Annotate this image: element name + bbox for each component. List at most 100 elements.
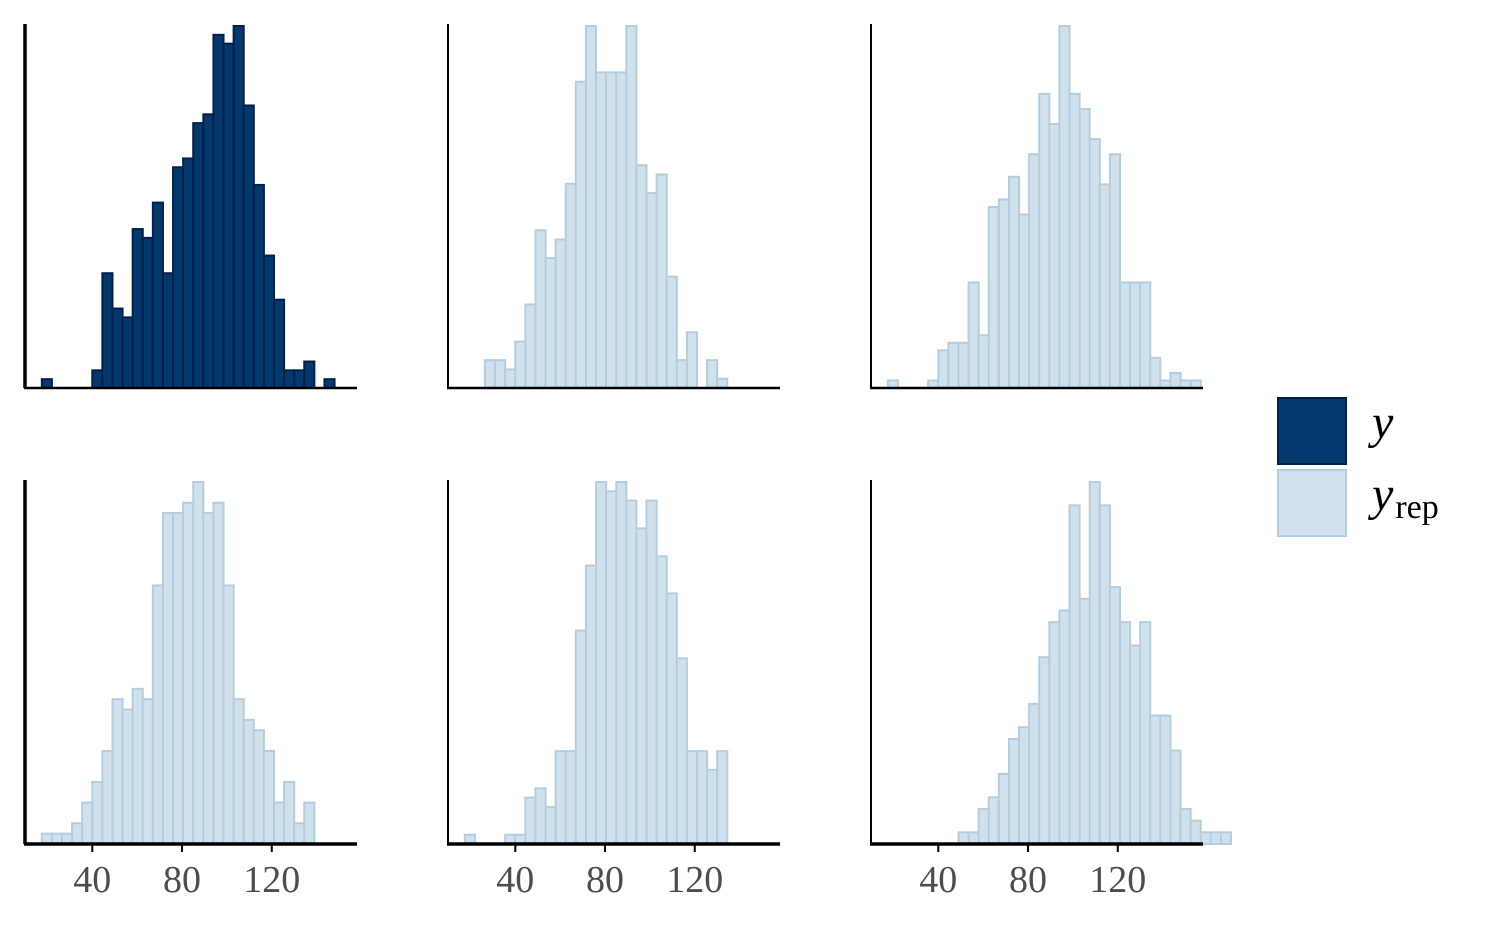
histogram-bar [1048,123,1061,389]
histogram-bar [1038,92,1051,390]
histogram-bar [1078,597,1091,846]
histogram-bar [554,238,567,389]
histogram-bar [534,229,547,389]
histogram-bar [182,501,195,845]
histogram-bar [504,368,517,390]
histogram-bar [252,729,265,845]
histogram-bar [484,359,497,389]
histogram-bar [967,831,980,846]
histogram-bar [957,831,970,846]
histogram-bar [1068,92,1081,390]
histogram-bar [645,499,658,845]
histogram-bar [1149,356,1162,389]
histogram-bar [957,341,970,389]
histogram-bar [1169,371,1182,390]
histogram-bar [232,698,245,846]
histogram-bar [202,512,215,846]
histogram-bar [977,334,990,389]
histogram-bar [706,768,719,845]
histogram-bar [997,772,1010,845]
histogram-bar [151,584,164,845]
histogram-bar [514,340,527,389]
histogram-bar [534,787,547,845]
x-tick-label: 80 [1009,859,1047,901]
panel-1 [23,24,357,390]
histogram-bar [987,796,1000,845]
histogram-bar [262,254,276,389]
histogram-bar [655,173,668,389]
histogram-bar [151,201,164,389]
histogram-bar [81,801,94,846]
histogram-bar [564,182,577,389]
histogram-bar [584,25,598,389]
histogram-bar [172,166,185,389]
histogram-bar [625,499,638,845]
histogram-bar [605,490,618,845]
histogram-bar [242,718,255,846]
x-tick-label: 40 [73,859,111,901]
panel-5: 40 80 120 [447,480,780,901]
histogram-bar [222,584,235,845]
histogram-bar [131,687,144,845]
histogram-bar [1139,281,1152,390]
histogram-bar [947,341,960,389]
panel-6: 40 80 120 [870,480,1233,901]
histogram-bar [1108,153,1122,389]
panel-4: 40 80 120 [23,480,357,901]
histogram-bar [1129,281,1142,390]
histogram-bar [544,805,557,845]
histogram-bar [161,512,175,846]
histogram-bar [1068,504,1081,845]
histogram-bar [564,750,577,845]
histogram-bar [111,307,124,390]
histogram-bar [1199,831,1212,846]
histogram-bar [1189,819,1202,846]
histogram-bar [1058,609,1071,846]
panel-2 [447,24,780,390]
histogram-bar [937,349,950,390]
legend-swatch-yrep [1277,469,1347,537]
x-tick-label: 80 [586,859,624,901]
histogram-bar [706,359,719,389]
histogram-bar [977,807,990,845]
histogram-bar [1028,702,1041,845]
histogram-bar [615,481,628,845]
histogram-bar [141,698,154,846]
histogram-bar [172,512,185,846]
histogram-bar [544,257,557,389]
panels-layer: 40 80 120 40 80 120 40 80 120 [23,24,1233,901]
histogram-bar [71,822,84,845]
histogram-bar [967,281,980,390]
x-tick-label: 40 [919,859,957,901]
histogram-bar [584,564,598,845]
histogram-bar [273,801,286,846]
x-tick-label: 120 [243,859,300,901]
histogram-bar [625,25,638,389]
histogram-bar [101,272,114,389]
histogram-bar [1179,807,1192,845]
histogram-bar [91,369,104,389]
histogram-bar [303,801,316,846]
histogram-bar [615,71,628,389]
legend-symbol: y [1367,396,1394,449]
histogram-bar [675,359,688,389]
histogram-bar [192,481,205,845]
histogram-bar [524,303,537,389]
histogram-bar [212,501,225,845]
x-tick-label: 40 [496,859,534,901]
histogram-bar [1139,621,1152,845]
histogram-bar [131,228,144,389]
histogram-bar [1007,175,1021,389]
histogram-bar [494,359,507,389]
x-tick-label: 120 [1089,859,1146,901]
histogram-bar [635,164,648,389]
histogram-bar [111,698,124,846]
x-tick-label: 120 [666,859,723,901]
legend-label-yrep: yrep [1367,468,1439,526]
histogram-bar [716,750,729,845]
histogram-bar [1169,749,1182,846]
histogram-bar [1018,726,1031,845]
legend-symbol: y [1367,468,1394,521]
histogram-bar [252,183,265,389]
